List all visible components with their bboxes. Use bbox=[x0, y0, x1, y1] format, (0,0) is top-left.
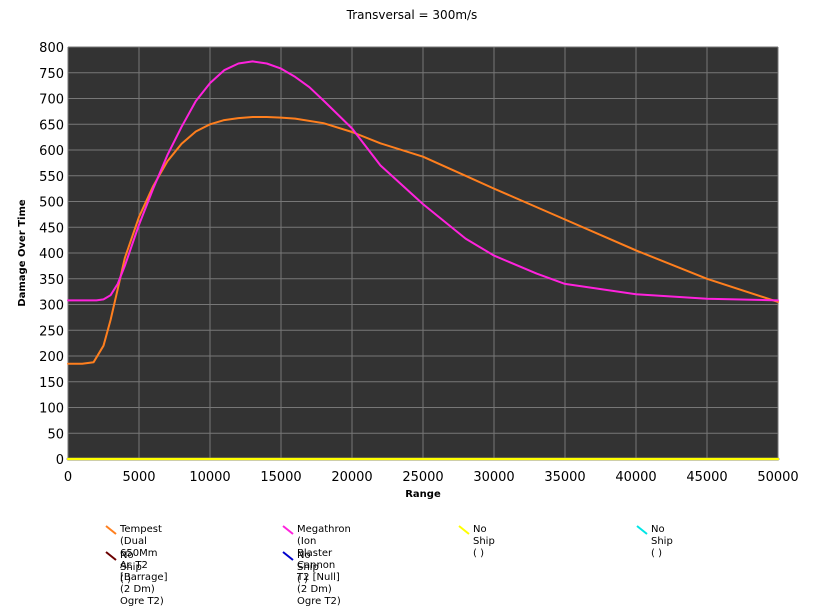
y-tick-label: 200 bbox=[39, 350, 64, 365]
x-tick-label: 25000 bbox=[402, 470, 443, 485]
line-chart: 0 50 100 150 200 250 300 350 400 450 500 550 600 650 7… bbox=[17, 41, 799, 500]
x-tick-label: 45000 bbox=[686, 470, 727, 485]
legend-swatch-line bbox=[282, 525, 294, 535]
legend-swatch-line bbox=[105, 551, 117, 561]
x-tick-label: 40000 bbox=[615, 470, 656, 485]
legend-label: No Ship ( ) bbox=[651, 524, 673, 559]
x-tick-label: 20000 bbox=[331, 470, 372, 485]
x-tick-label: 5000 bbox=[122, 470, 155, 485]
legend-label: No Ship ( ) bbox=[120, 550, 142, 585]
y-tick-label: 0 bbox=[56, 453, 64, 468]
y-tick-label: 350 bbox=[39, 273, 64, 288]
y-tick-label: 800 bbox=[39, 41, 64, 56]
legend-swatch bbox=[282, 525, 294, 535]
y-tick-label: 50 bbox=[47, 427, 64, 442]
y-axis-title: Damage Over Time bbox=[17, 199, 28, 307]
y-tick-label: 500 bbox=[39, 196, 64, 211]
y-tick-label: 250 bbox=[39, 324, 64, 339]
y-tick-label: 400 bbox=[39, 247, 64, 262]
y-tick-label: 100 bbox=[39, 402, 64, 417]
legend-swatch bbox=[105, 525, 117, 535]
x-tick-label: 50000 bbox=[757, 470, 798, 485]
chart-title: Transversal = 300m/s bbox=[346, 8, 478, 22]
legend-swatch-line bbox=[458, 525, 470, 535]
legend-swatch bbox=[282, 551, 294, 561]
x-tick-label: 35000 bbox=[544, 470, 585, 485]
x-tick-label: 0 bbox=[64, 470, 72, 485]
legend-swatch bbox=[105, 551, 117, 561]
x-axis-title: Range bbox=[405, 489, 441, 500]
y-tick-label: 300 bbox=[39, 299, 64, 314]
legend-label: No Ship ( ) bbox=[297, 550, 319, 585]
legend-swatch-line bbox=[636, 525, 648, 535]
x-tick-label: 15000 bbox=[260, 470, 301, 485]
y-tick-label: 700 bbox=[39, 93, 64, 108]
x-tick-label: 10000 bbox=[189, 470, 230, 485]
x-tick-label: 30000 bbox=[473, 470, 514, 485]
legend-swatch bbox=[458, 525, 470, 535]
legend-swatch bbox=[636, 525, 648, 535]
legend-swatch-line bbox=[282, 551, 294, 561]
y-tick-label: 600 bbox=[39, 144, 64, 159]
y-tick-label: 450 bbox=[39, 221, 64, 236]
series-line-1 bbox=[67, 116, 779, 365]
series-line-2 bbox=[67, 60, 779, 302]
legend-swatch-line bbox=[105, 525, 117, 535]
y-tick-label: 550 bbox=[39, 170, 64, 185]
y-tick-label: 750 bbox=[39, 67, 64, 82]
y-tick-label: 150 bbox=[39, 376, 64, 391]
legend-label: No Ship ( ) bbox=[473, 524, 495, 559]
y-tick-label: 650 bbox=[39, 118, 64, 133]
